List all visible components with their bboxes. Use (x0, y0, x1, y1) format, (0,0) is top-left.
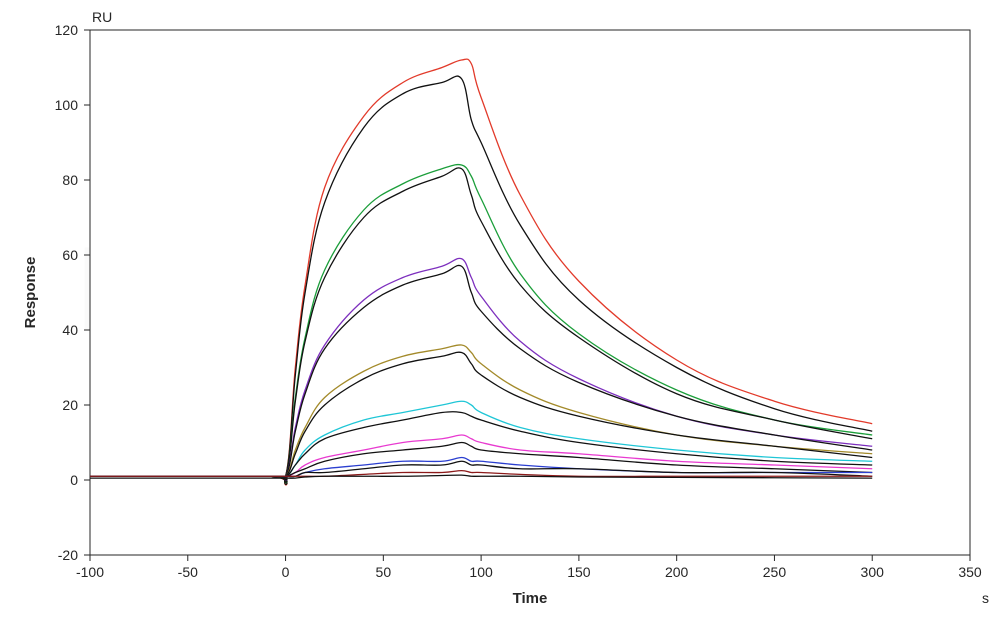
svg-text:200: 200 (665, 564, 689, 580)
svg-text:120: 120 (55, 22, 79, 38)
svg-text:350: 350 (958, 564, 982, 580)
svg-text:60: 60 (62, 247, 78, 263)
svg-text:-50: -50 (178, 564, 198, 580)
spr-sensorgram-chart: BIOSYSTEMS-100-50050100150200250300350-2… (0, 0, 1000, 619)
svg-text:100: 100 (469, 564, 493, 580)
svg-text:RU: RU (92, 9, 112, 25)
svg-text:20: 20 (62, 397, 78, 413)
svg-text:80: 80 (62, 172, 78, 188)
svg-text:-100: -100 (76, 564, 104, 580)
svg-text:-20: -20 (58, 547, 78, 563)
svg-text:50: 50 (376, 564, 392, 580)
svg-text:0: 0 (282, 564, 290, 580)
svg-text:150: 150 (567, 564, 591, 580)
svg-text:Response: Response (22, 257, 39, 329)
svg-text:40: 40 (62, 322, 78, 338)
svg-text:s: s (982, 590, 989, 606)
svg-text:300: 300 (861, 564, 885, 580)
svg-text:250: 250 (763, 564, 787, 580)
chart-canvas: BIOSYSTEMS-100-50050100150200250300350-2… (0, 0, 1000, 619)
svg-text:100: 100 (55, 97, 79, 113)
svg-text:Time: Time (513, 590, 548, 607)
svg-text:0: 0 (70, 472, 78, 488)
